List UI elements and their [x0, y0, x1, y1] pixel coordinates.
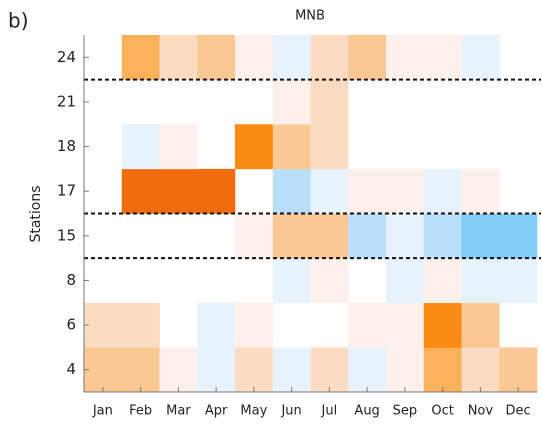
cell [499, 347, 538, 393]
cell [159, 124, 198, 170]
cell [197, 168, 236, 214]
cell [310, 124, 349, 170]
cell [310, 35, 349, 80]
cell [386, 302, 425, 348]
cell [423, 35, 462, 80]
cell [235, 302, 274, 348]
cell [159, 347, 198, 393]
y-tick-label: 24 [57, 48, 76, 66]
cell [310, 347, 349, 393]
x-tick-label: Feb [129, 404, 152, 419]
cell [235, 124, 274, 170]
y-tick-label: 8 [66, 271, 76, 289]
x-tick-label: Mar [166, 404, 191, 419]
cell [84, 302, 123, 348]
cell [121, 168, 160, 214]
cell [235, 213, 274, 259]
cell [348, 168, 387, 214]
cell [272, 213, 311, 259]
x-tick-label: Sep [393, 404, 418, 419]
cell [386, 35, 425, 80]
cell [386, 258, 425, 304]
cell [310, 168, 349, 214]
y-axis-label: Stations [28, 185, 44, 242]
cell [348, 347, 387, 393]
cell [272, 347, 311, 393]
cell [272, 79, 311, 125]
cell [499, 213, 538, 259]
x-tick-label: Nov [468, 404, 494, 419]
cell [310, 213, 349, 259]
x-tick-label: Jun [280, 404, 301, 419]
cell [423, 302, 462, 348]
y-tick-label: 17 [57, 182, 76, 200]
cell [461, 302, 500, 348]
cell [461, 35, 500, 80]
x-tick-label: Oct [431, 404, 453, 419]
y-tick-label: 6 [66, 316, 76, 334]
cell [84, 347, 123, 393]
cell [310, 79, 349, 125]
x-tick-label: Jul [321, 404, 338, 419]
y-tick-label: 4 [66, 360, 76, 378]
cell [197, 302, 236, 348]
cell [121, 347, 160, 393]
cell [159, 35, 198, 80]
x-tick-label: Aug [354, 404, 379, 419]
cell [423, 347, 462, 393]
cell [461, 347, 500, 393]
cell [272, 258, 311, 304]
cell [348, 302, 387, 348]
cell [423, 213, 462, 259]
cell [121, 35, 160, 80]
y-tick-label: 21 [57, 92, 76, 110]
cell [386, 168, 425, 214]
cell [386, 213, 425, 259]
chart-title: MNB [295, 9, 325, 24]
y-tick-label: 18 [57, 137, 76, 155]
cell [423, 168, 462, 214]
x-tick-label: Jan [92, 404, 113, 419]
cell [121, 302, 160, 348]
cell [197, 347, 236, 393]
cell [461, 168, 500, 214]
cell [423, 258, 462, 304]
cell [386, 347, 425, 393]
cell [197, 35, 236, 80]
cell [121, 124, 160, 170]
cell [272, 35, 311, 80]
cell [348, 213, 387, 259]
cell [310, 258, 349, 304]
cell [235, 347, 274, 393]
cell [348, 35, 387, 80]
x-tick-label: Apr [205, 404, 228, 419]
panel-label: b) [8, 9, 29, 33]
cell [461, 213, 500, 259]
cell [272, 168, 311, 214]
cell [461, 258, 500, 304]
cell [235, 35, 274, 80]
cell [272, 124, 311, 170]
cell [159, 168, 198, 214]
x-tick-label: May [240, 404, 267, 419]
cell [499, 258, 538, 304]
y-tick-label: 15 [57, 226, 76, 244]
x-tick-label: Dec [506, 404, 531, 419]
